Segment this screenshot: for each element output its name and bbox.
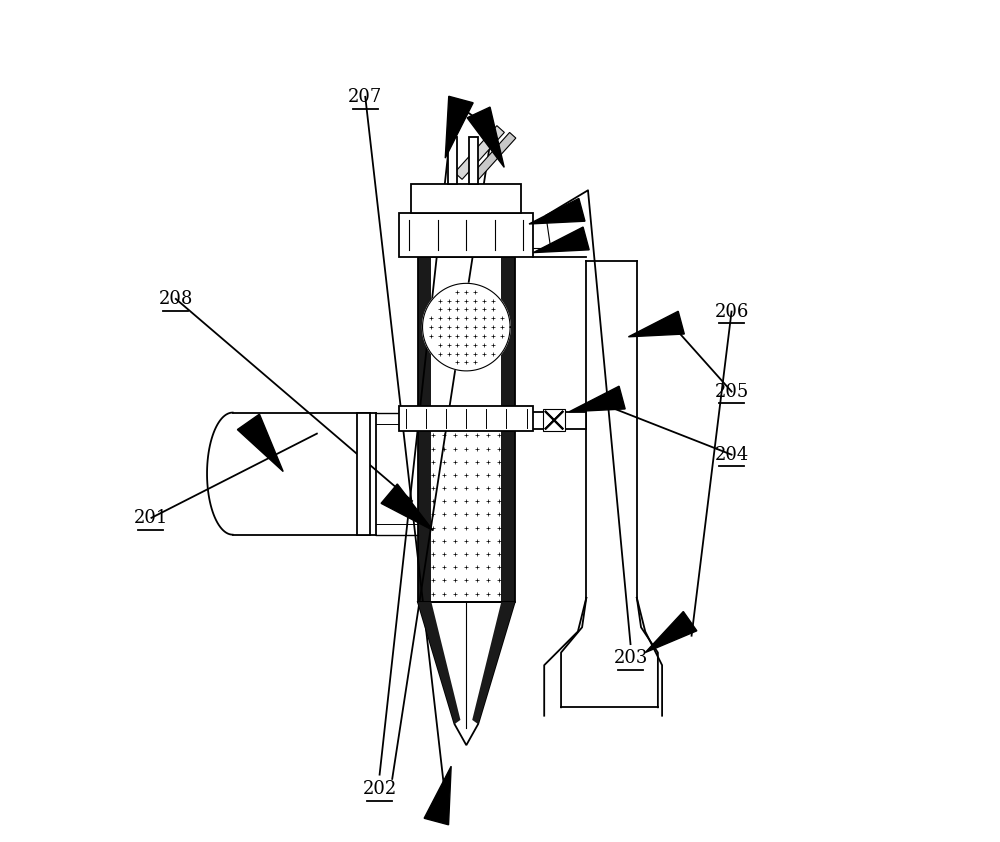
- Polygon shape: [628, 312, 684, 337]
- Text: 208: 208: [159, 290, 193, 308]
- Text: 206: 206: [714, 302, 749, 321]
- Polygon shape: [418, 602, 515, 745]
- Polygon shape: [467, 107, 504, 168]
- Bar: [448, 137, 457, 184]
- Bar: [418, 257, 431, 602]
- Text: 201: 201: [133, 509, 168, 527]
- Polygon shape: [569, 386, 625, 412]
- Text: 202: 202: [362, 780, 397, 798]
- Polygon shape: [533, 227, 589, 253]
- Bar: [399, 406, 533, 431]
- Text: 205: 205: [714, 382, 749, 401]
- Text: 204: 204: [714, 445, 749, 464]
- Bar: [399, 213, 533, 257]
- Polygon shape: [418, 602, 460, 724]
- Polygon shape: [445, 96, 473, 158]
- Bar: [515, 412, 586, 429]
- Polygon shape: [470, 132, 516, 182]
- Text: 203: 203: [613, 649, 648, 668]
- Bar: [543, 409, 565, 431]
- Polygon shape: [529, 199, 585, 224]
- Polygon shape: [423, 284, 510, 370]
- Bar: [501, 257, 515, 602]
- Bar: [418, 257, 515, 602]
- Bar: [469, 137, 478, 184]
- Bar: [411, 184, 521, 213]
- Polygon shape: [472, 602, 515, 724]
- Bar: [357, 413, 370, 535]
- Text: 207: 207: [348, 88, 382, 106]
- Polygon shape: [424, 766, 451, 825]
- Polygon shape: [237, 414, 283, 472]
- Polygon shape: [645, 611, 697, 653]
- Polygon shape: [455, 125, 504, 179]
- Polygon shape: [381, 484, 433, 530]
